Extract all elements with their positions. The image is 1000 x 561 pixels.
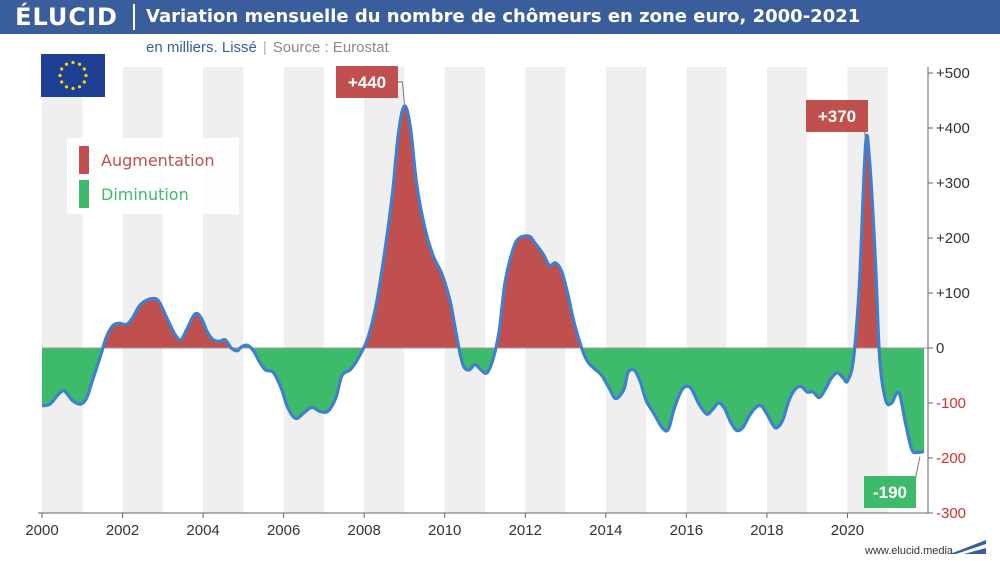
header-bar	[0, 0, 1000, 34]
year-band	[444, 67, 485, 513]
x-tick-label: 2006	[267, 522, 300, 539]
footer-url: www.elucid.media	[865, 545, 954, 557]
unit-note: en milliers. Lissé	[146, 39, 257, 56]
x-tick-label: 2004	[186, 522, 219, 539]
y-tick-label: 0	[936, 340, 944, 357]
flag-star	[82, 67, 86, 71]
year-bands	[42, 67, 888, 513]
y-tick-label: +500	[936, 65, 970, 82]
year-band	[283, 67, 324, 513]
year-band	[605, 67, 647, 513]
annotation-box	[864, 476, 916, 508]
y-tick-label: +200	[936, 230, 970, 247]
year-band	[766, 67, 808, 513]
y-tick-label: +300	[936, 175, 970, 192]
footer-logo-icon	[950, 540, 986, 559]
y-tick-label: -100	[936, 395, 966, 412]
annotation-box	[806, 100, 868, 132]
y-tick-label: -300	[936, 505, 966, 522]
flag-star	[82, 80, 86, 84]
annotation-leader	[398, 81, 405, 105]
annotation-label: +440	[348, 73, 386, 92]
legend-item-increase: Augmentation	[79, 146, 215, 174]
flag-star	[60, 80, 64, 84]
y-tick-label: -200	[936, 450, 966, 467]
year-band	[42, 67, 83, 513]
annotation-label: +370	[818, 107, 856, 126]
eu-flag-icon	[41, 54, 105, 97]
flag-star	[64, 62, 69, 66]
y-tick-label: +400	[936, 120, 970, 137]
legend-item-decrease: Diminution	[79, 180, 189, 208]
decrease-swatch	[79, 180, 89, 208]
increase-area	[42, 105, 924, 348]
legend-label-increase: Augmentation	[101, 150, 215, 170]
x-tick-label: 2018	[750, 522, 783, 539]
flag-star	[71, 60, 75, 65]
flag-star	[77, 85, 82, 89]
legend: Augmentation Diminution	[67, 138, 239, 214]
flag-star	[84, 73, 88, 78]
x-tick-label: 2012	[509, 522, 542, 539]
x-tick-label: 2002	[106, 522, 139, 539]
increase-swatch	[79, 146, 89, 174]
flag-star	[60, 67, 64, 71]
y-axis: +500 +400 +300 +200 +100 0 -100 -200 -300	[927, 65, 970, 522]
annotation-box	[336, 66, 398, 98]
decrease-area	[42, 348, 924, 453]
flag-star	[64, 85, 69, 89]
subtitle-separator: |	[262, 39, 267, 56]
y-tick-label: +100	[936, 285, 970, 302]
annotations: +440 +370 -190	[336, 66, 921, 508]
chart-subtitle: en milliers. Lissé | Source : Eurostat	[146, 39, 389, 56]
annotation-label: -190	[873, 483, 907, 502]
header-divider	[133, 4, 135, 30]
chart-title: Variation mensuelle du nombre de chômeur…	[146, 6, 861, 27]
x-tick-label: 2000	[25, 522, 58, 539]
source-note: Source : Eurostat	[272, 39, 389, 56]
series-line	[41, 104, 925, 455]
x-tick-label: 2008	[347, 522, 380, 539]
x-tick-label: 2010	[428, 522, 461, 539]
area-fills	[42, 105, 924, 453]
flag-star	[58, 73, 62, 78]
x-tick-label: 2014	[589, 522, 622, 539]
x-tick-label: 2020	[831, 522, 864, 539]
year-band	[203, 67, 244, 513]
flag-star	[71, 86, 75, 91]
x-axis: 2000 2002 2004 2006 2008 2010 2012 2014 2016 2018…	[25, 512, 928, 539]
flag-star	[77, 62, 82, 66]
year-band	[686, 67, 727, 513]
series-line-group	[41, 104, 925, 455]
year-band	[122, 67, 163, 513]
x-tick-label: 2016	[670, 522, 703, 539]
brand-logo: ÉLUCID	[0, 0, 133, 34]
legend-label-decrease: Diminution	[101, 184, 189, 204]
